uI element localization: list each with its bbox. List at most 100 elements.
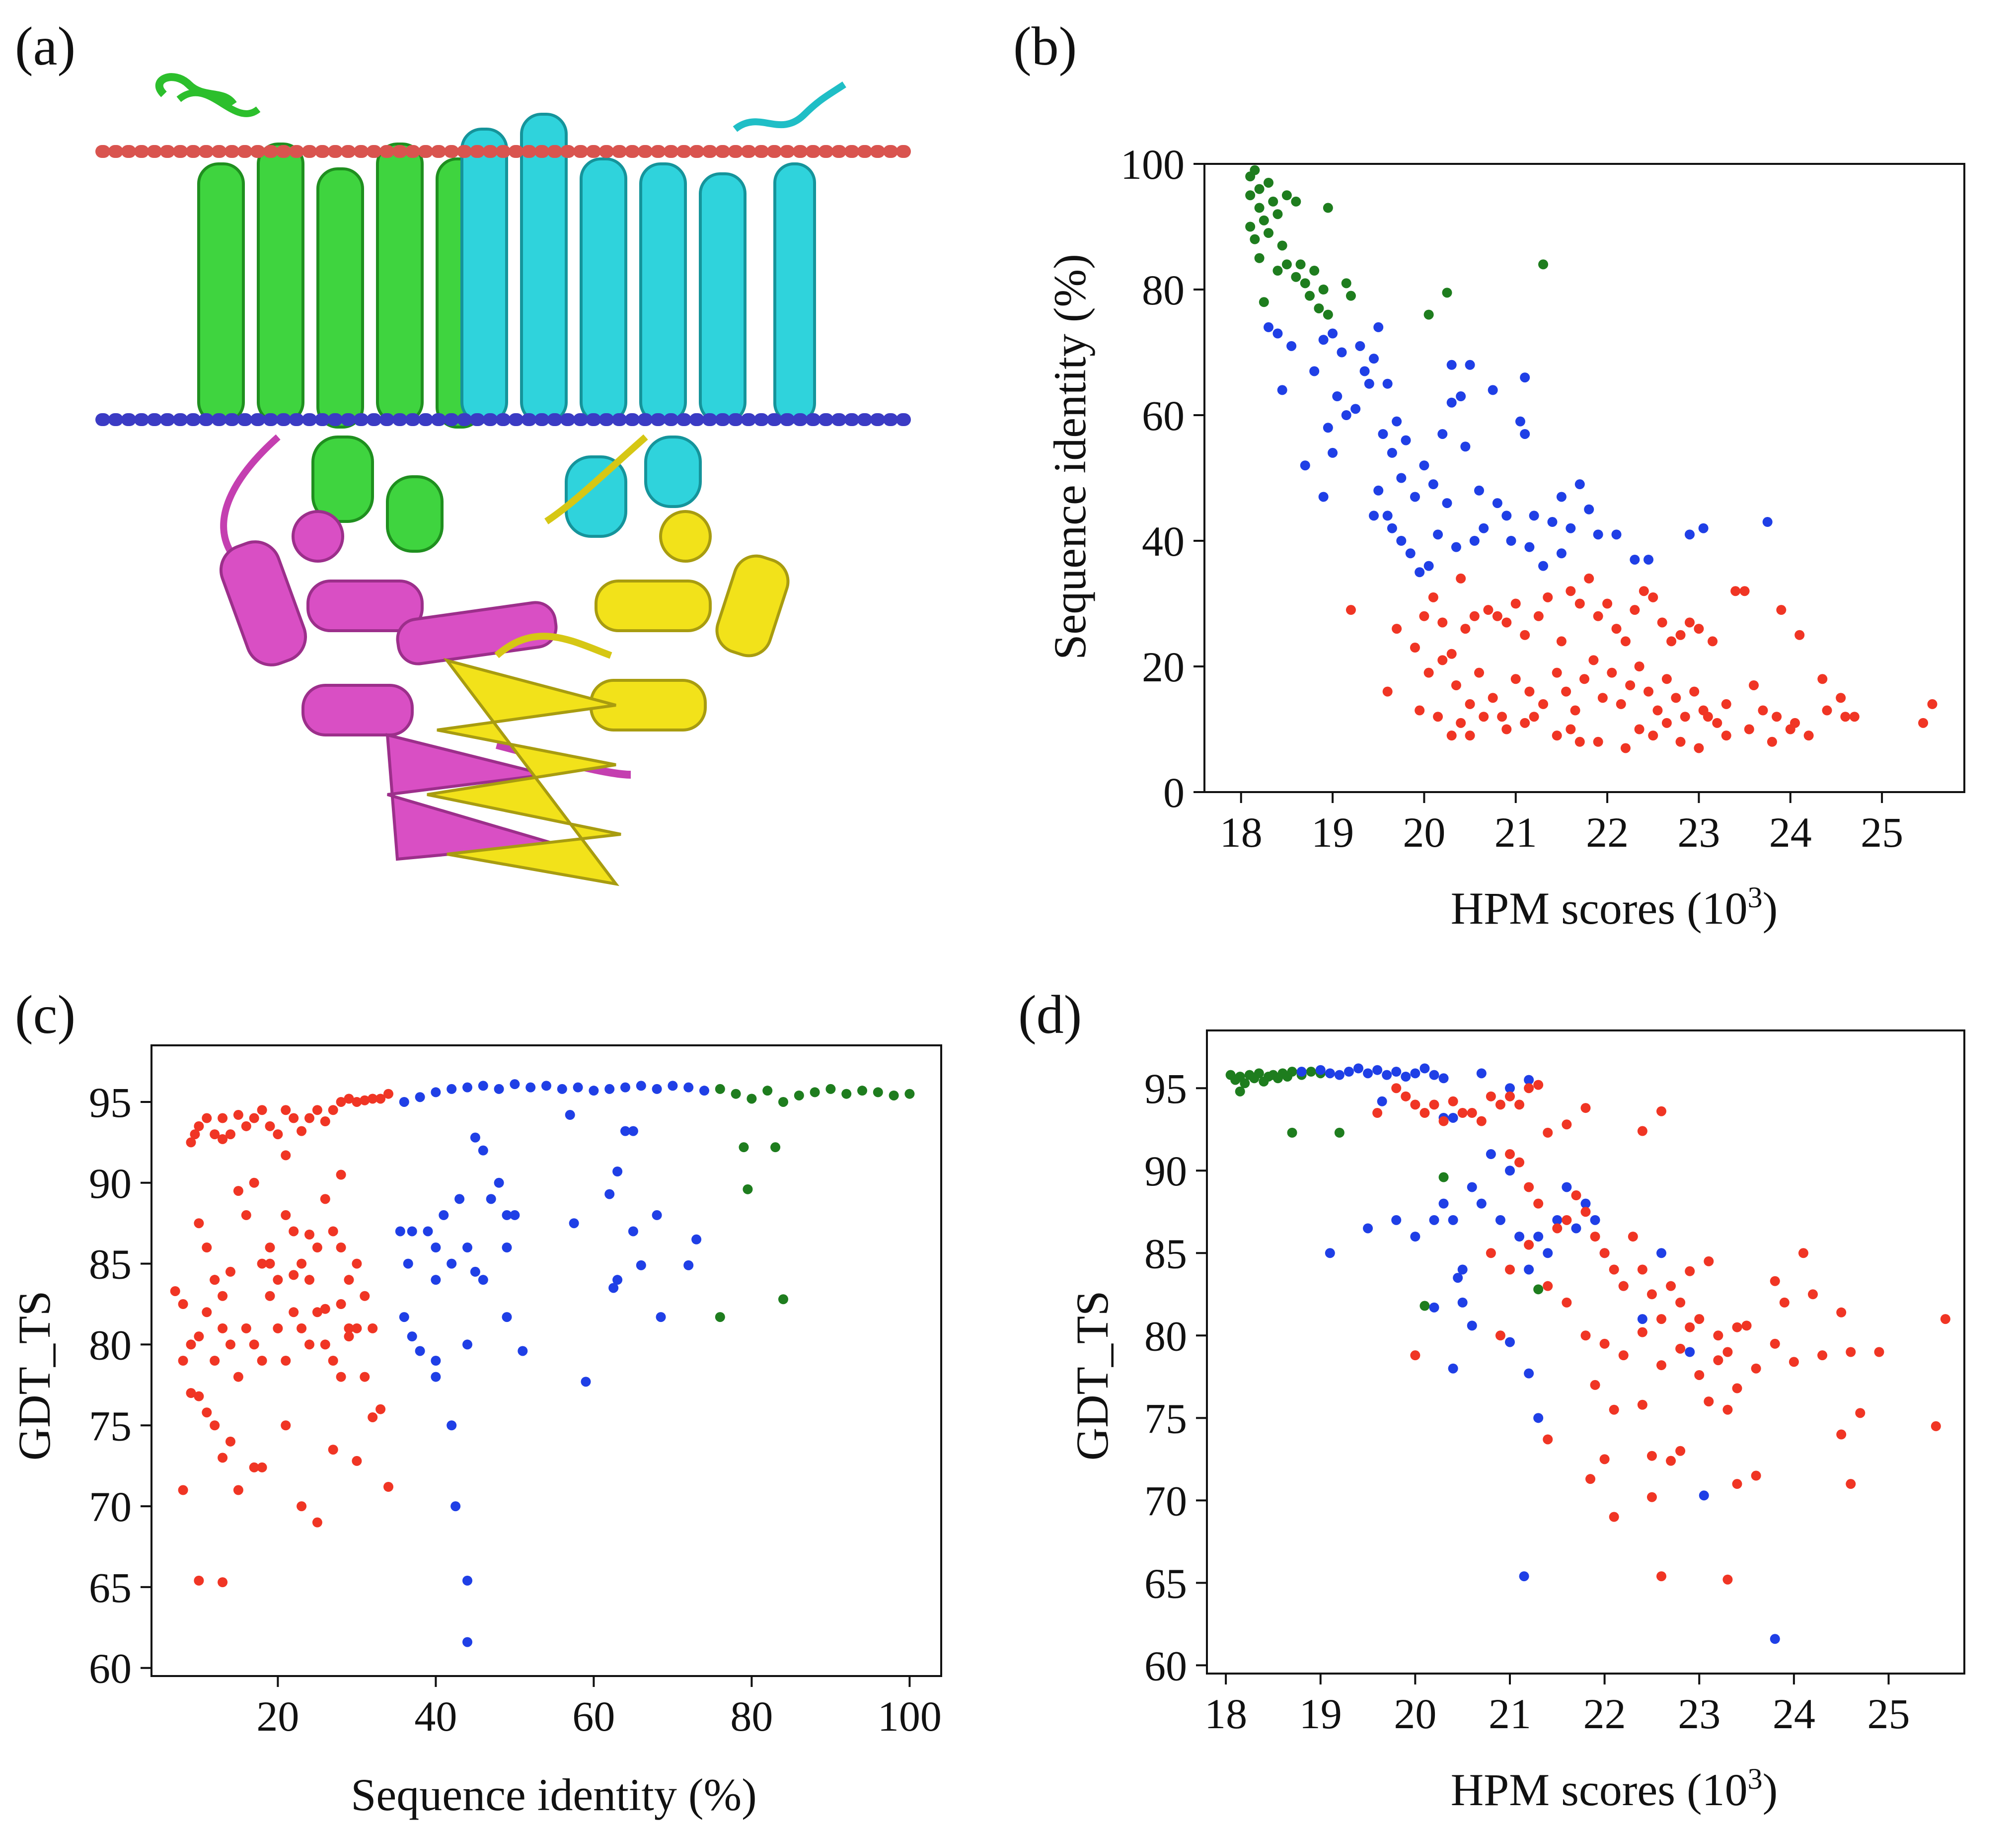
chart-b-point-red	[1428, 592, 1438, 602]
chart-b-point-blue	[1341, 410, 1351, 420]
chart-b-point-red	[1469, 611, 1480, 621]
chart-b-point-blue	[1428, 479, 1438, 490]
chart-b-point-blue	[1323, 423, 1333, 433]
chart-c-point-red	[170, 1286, 180, 1296]
chart-c-x-tick-label: 60	[572, 1692, 615, 1740]
chart-b-point-blue	[1382, 511, 1393, 521]
chart-c-point-red	[249, 1113, 259, 1123]
chart-d-point-red	[1855, 1408, 1866, 1418]
chart-b-point-red	[1570, 705, 1580, 716]
chart-d-point-red	[1524, 1240, 1534, 1250]
chart-c-y-tick-label: 90	[89, 1160, 132, 1207]
structure-chain-yellow	[427, 434, 790, 886]
chart-d-point-red	[1562, 1215, 1572, 1225]
chart-b-point-blue	[1520, 372, 1530, 383]
chart-b-x-tick-label: 22	[1586, 808, 1629, 856]
chart-b-point-red	[1616, 699, 1626, 709]
chart-b-point-blue	[1373, 485, 1384, 496]
chart-b-point-blue	[1515, 416, 1525, 427]
chart-c-point-blue	[486, 1194, 496, 1204]
chart-c-point-red	[281, 1356, 291, 1366]
chart-b-point-red	[1437, 655, 1448, 665]
chart-c-point-red	[218, 1134, 228, 1144]
chart-d-point-blue	[1656, 1248, 1666, 1258]
chart-c-point-red	[265, 1242, 275, 1253]
chart-c-point-red	[225, 1339, 235, 1350]
chart-b-point-red	[1666, 636, 1677, 647]
chart-c-point-blue	[462, 1637, 472, 1647]
chart-c-point-blue	[407, 1331, 417, 1342]
chart-c-point-red	[218, 1113, 228, 1123]
chart-d-point-red	[1874, 1347, 1884, 1357]
chart-c-point-blue	[395, 1226, 405, 1237]
chart-d-x-tick-label: 21	[1489, 1690, 1531, 1738]
chart-c-point-blue	[502, 1312, 512, 1322]
chart-b-point-green	[1291, 196, 1301, 207]
chart-b-point-blue	[1277, 385, 1287, 395]
chart-c-point-green	[770, 1142, 781, 1153]
chart-b-x-ticks: 18 19 20 21 22 23 24 25	[1220, 792, 1903, 856]
chart-b-point-blue	[1524, 542, 1535, 552]
chart-d-point-blue	[1637, 1314, 1647, 1324]
chart-b-point-red	[1708, 636, 1718, 647]
chart-b-point-red	[1803, 731, 1814, 741]
chart-c-point-green	[889, 1090, 899, 1100]
chart-c-point-red	[194, 1575, 204, 1586]
chart-c-point-red	[383, 1089, 393, 1099]
chart-b-point-green	[1250, 165, 1260, 175]
chart-b-point-blue	[1396, 473, 1407, 483]
chart-c-y-tick-label: 85	[89, 1241, 132, 1288]
chart-d-point-red	[1585, 1474, 1596, 1484]
chart-b-point-green	[1281, 259, 1292, 270]
chart-d-point-blue	[1363, 1068, 1373, 1079]
chart-b-point-blue	[1611, 529, 1622, 540]
chart-d-point-red	[1580, 1207, 1591, 1217]
chart-d-point-blue	[1476, 1068, 1487, 1079]
chart-b-point-blue	[1415, 567, 1425, 578]
chart-d-point-red	[1448, 1096, 1458, 1106]
chart-d-point-red	[1514, 1099, 1525, 1110]
chart-b-x-tick-label: 21	[1494, 808, 1537, 856]
chart-c-point-red	[360, 1291, 370, 1301]
chart-c-point-red	[336, 1372, 346, 1382]
chart-b-point-blue	[1328, 447, 1338, 458]
chart-b-point-red	[1758, 705, 1768, 716]
chart-b-point-blue	[1337, 347, 1347, 358]
chart-c-point-blue	[628, 1226, 638, 1237]
chart-b-point-red	[1510, 674, 1521, 684]
chart-d-point-red	[1562, 1297, 1572, 1308]
chart-b-point-red	[1474, 667, 1485, 678]
chart-d-plot-area	[1206, 1029, 1965, 1675]
chart-b-point-red	[1712, 718, 1722, 728]
chart-c-point-red	[190, 1129, 200, 1140]
chart-b-point-red	[1694, 624, 1704, 634]
chart-b-point-red	[1652, 705, 1663, 716]
chart-c-point-red	[328, 1226, 338, 1237]
chart-b-point-green	[1254, 203, 1265, 213]
chart-d-x-tick-label: 20	[1394, 1690, 1436, 1738]
chart-b-point-red	[1574, 598, 1585, 609]
structure-chain-magenta	[219, 434, 631, 861]
chart-c-point-red	[312, 1242, 322, 1253]
chart-d-point-blue	[1448, 1363, 1458, 1374]
chart-d-point-red	[1694, 1314, 1705, 1324]
chart-b-point-red	[1661, 674, 1672, 684]
chart-c-point-red	[265, 1121, 275, 1131]
chart-b-point-red	[1529, 712, 1539, 722]
chart-b-point-red	[1643, 686, 1654, 697]
chart-b-point-green	[1300, 278, 1310, 289]
chart-c-point-blue	[699, 1086, 709, 1096]
chart-c-point-red	[360, 1095, 370, 1105]
chart-c-point-red	[225, 1436, 235, 1447]
chart-b-point-blue	[1264, 322, 1274, 332]
chart-c-point-red	[233, 1485, 243, 1495]
chart-b-point-green	[1291, 272, 1301, 282]
chart-b-point-red	[1849, 712, 1860, 722]
chart-c-point-red	[194, 1391, 204, 1401]
chart-c-point-red	[178, 1299, 188, 1310]
chart-d-point-blue	[1429, 1215, 1439, 1225]
chart-c-point-green	[731, 1089, 741, 1099]
chart-c-point-blue	[470, 1266, 480, 1277]
chart-d-point-red	[1524, 1182, 1534, 1192]
chart-c-point-blue	[415, 1346, 425, 1356]
